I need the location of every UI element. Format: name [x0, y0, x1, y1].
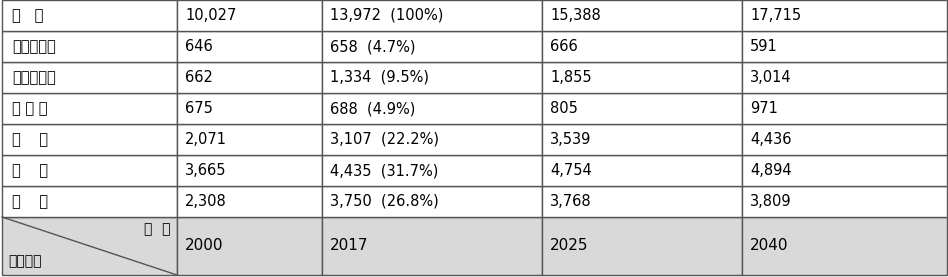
Bar — [742, 186, 947, 217]
Text: 591: 591 — [750, 39, 777, 54]
Text: 971: 971 — [750, 101, 778, 116]
Text: 1,334  (9.5%): 1,334 (9.5%) — [330, 70, 429, 85]
Bar — [742, 62, 947, 93]
Bar — [542, 217, 742, 275]
Bar — [742, 217, 947, 275]
Text: 우 라 늄: 우 라 늄 — [12, 101, 47, 116]
Text: 완   계: 완 계 — [12, 8, 44, 23]
Text: 4,436: 4,436 — [750, 132, 792, 147]
Text: 17,715: 17,715 — [750, 8, 801, 23]
Bar — [177, 217, 322, 275]
Bar — [542, 155, 742, 186]
Bar — [2, 186, 177, 217]
Text: 666: 666 — [550, 39, 577, 54]
Text: 연  도: 연 도 — [144, 222, 171, 236]
Text: 3,768: 3,768 — [550, 194, 592, 209]
Text: 3,809: 3,809 — [750, 194, 792, 209]
Bar — [322, 0, 542, 31]
Text: 1,855: 1,855 — [550, 70, 592, 85]
Text: 고체바이오: 고체바이오 — [12, 39, 56, 54]
Bar — [742, 155, 947, 186]
Bar — [177, 0, 322, 31]
Bar — [322, 186, 542, 217]
Bar — [542, 124, 742, 155]
Text: 3,539: 3,539 — [550, 132, 592, 147]
Bar — [742, 31, 947, 62]
Bar — [542, 31, 742, 62]
Text: 646: 646 — [185, 39, 212, 54]
Bar — [322, 155, 542, 186]
Text: 2025: 2025 — [550, 238, 589, 253]
Bar — [177, 31, 322, 62]
Bar — [177, 93, 322, 124]
Text: 재생에너지: 재생에너지 — [12, 70, 56, 85]
Bar — [177, 186, 322, 217]
Bar — [2, 62, 177, 93]
Text: 675: 675 — [185, 101, 213, 116]
Bar — [542, 0, 742, 31]
Bar — [742, 124, 947, 155]
Text: 3,750  (26.8%): 3,750 (26.8%) — [330, 194, 439, 209]
Bar — [742, 0, 947, 31]
Text: 10,027: 10,027 — [185, 8, 236, 23]
Bar — [742, 93, 947, 124]
Bar — [322, 62, 542, 93]
Text: 석    유: 석 유 — [12, 163, 48, 178]
Bar — [2, 93, 177, 124]
Bar — [177, 155, 322, 186]
Bar — [322, 31, 542, 62]
Text: 에너지원: 에너지원 — [8, 254, 42, 268]
Text: 805: 805 — [550, 101, 578, 116]
Bar — [2, 124, 177, 155]
Text: 3,107  (22.2%): 3,107 (22.2%) — [330, 132, 439, 147]
Text: 658  (4.7%): 658 (4.7%) — [330, 39, 415, 54]
Text: 4,894: 4,894 — [750, 163, 792, 178]
Text: 662: 662 — [185, 70, 213, 85]
Bar — [542, 93, 742, 124]
Bar — [542, 62, 742, 93]
Bar — [322, 217, 542, 275]
Text: 석    탄: 석 탄 — [12, 194, 48, 209]
Text: 4,435  (31.7%): 4,435 (31.7%) — [330, 163, 438, 178]
Bar — [2, 31, 177, 62]
Text: 2,071: 2,071 — [185, 132, 227, 147]
Text: 가    스: 가 스 — [12, 132, 48, 147]
Bar — [2, 217, 177, 275]
Text: 4,754: 4,754 — [550, 163, 592, 178]
Bar — [322, 124, 542, 155]
Bar — [322, 93, 542, 124]
Bar — [177, 62, 322, 93]
Text: 13,972  (100%): 13,972 (100%) — [330, 8, 444, 23]
Text: 15,388: 15,388 — [550, 8, 601, 23]
Bar — [177, 124, 322, 155]
Text: 2017: 2017 — [330, 238, 369, 253]
Text: 3,014: 3,014 — [750, 70, 792, 85]
Text: 688  (4.9%): 688 (4.9%) — [330, 101, 415, 116]
Text: 2000: 2000 — [185, 238, 224, 253]
Text: 3,665: 3,665 — [185, 163, 227, 178]
Bar — [2, 0, 177, 31]
Bar — [542, 186, 742, 217]
Text: 2,308: 2,308 — [185, 194, 227, 209]
Bar — [2, 155, 177, 186]
Text: 2040: 2040 — [750, 238, 789, 253]
